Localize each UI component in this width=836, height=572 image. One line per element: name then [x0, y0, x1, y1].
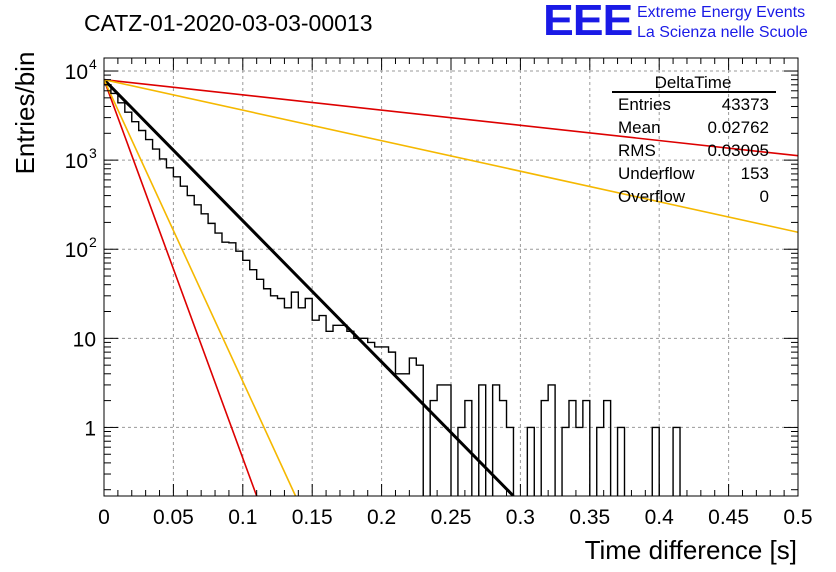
- stats-row-label: Mean: [618, 118, 661, 137]
- x-axis-label: Time difference [s]: [585, 535, 797, 565]
- x-tick-label: 0.5: [783, 506, 812, 529]
- stats-row-value: 153: [741, 164, 769, 183]
- y-tick-label: 10: [65, 239, 88, 262]
- eee-logo: EEE Extreme Energy Events La Scienza nel…: [543, 0, 833, 48]
- fit-curve-line: [104, 79, 258, 496]
- stats-title: DeltaTime: [655, 73, 732, 92]
- y-tick-label: 10: [65, 150, 88, 173]
- eee-logo-mark: EEE: [543, 0, 633, 45]
- histogram: [104, 84, 681, 496]
- y-tick-exponent: 4: [89, 56, 97, 72]
- stats-row-value: 0.02762: [708, 118, 769, 137]
- stats-box: DeltaTime Entries 43373 Mean 0.02762 RMS 0.030…: [612, 73, 776, 206]
- x-tick-label: 0.4: [645, 506, 675, 529]
- fit-curves: [104, 78, 798, 496]
- x-tick-label: 0.45: [708, 506, 749, 529]
- x-tick-label: 0.1: [228, 506, 257, 529]
- x-tick-label: 0.05: [153, 506, 194, 529]
- fit-curve-line: [104, 78, 798, 157]
- x-tick-label: 0.2: [367, 506, 396, 529]
- stats-row-label: Underflow: [618, 164, 695, 183]
- stats-row-label: RMS: [618, 141, 656, 160]
- y-tick-exponent: 3: [89, 145, 97, 161]
- eee-logo-line2: La Scienza nelle Scuole: [637, 24, 808, 41]
- stats-row-label: Entries: [618, 95, 671, 114]
- x-tick-label: 0: [98, 506, 110, 529]
- x-tick-label: 0.3: [506, 506, 535, 529]
- y-tick-label: 10: [65, 61, 88, 84]
- eee-logo-line1: Extreme Energy Events: [637, 4, 806, 21]
- stats-row-value: 0.03005: [708, 141, 769, 160]
- y-axis-label: Entries/bin: [10, 52, 40, 175]
- x-tick-label: 0.35: [569, 506, 610, 529]
- fit-curve-line: [104, 79, 297, 496]
- stats-row-value: 43373: [722, 95, 769, 114]
- y-tick-label: 10: [73, 328, 96, 351]
- axes: 0 0.05 0.1 0.15 0.2 0.25 0.3 0.35 0.4 0.45 0.5 1 10 1…: [65, 56, 813, 529]
- y-tick-label: 1: [84, 417, 96, 440]
- fit-curve-line: [104, 78, 798, 234]
- chart-title: CATZ-01-2020-03-03-00013: [84, 10, 373, 36]
- histogram-outline: [104, 84, 681, 496]
- grid: [104, 58, 798, 496]
- x-tick-label: 0.25: [431, 506, 472, 529]
- y-tick-exponent: 2: [89, 234, 97, 250]
- x-tick-label: 0.15: [292, 506, 333, 529]
- fit-curve-line: [104, 78, 515, 496]
- stats-row-label: Overflow: [618, 187, 686, 206]
- stats-row-value: 0: [760, 187, 769, 206]
